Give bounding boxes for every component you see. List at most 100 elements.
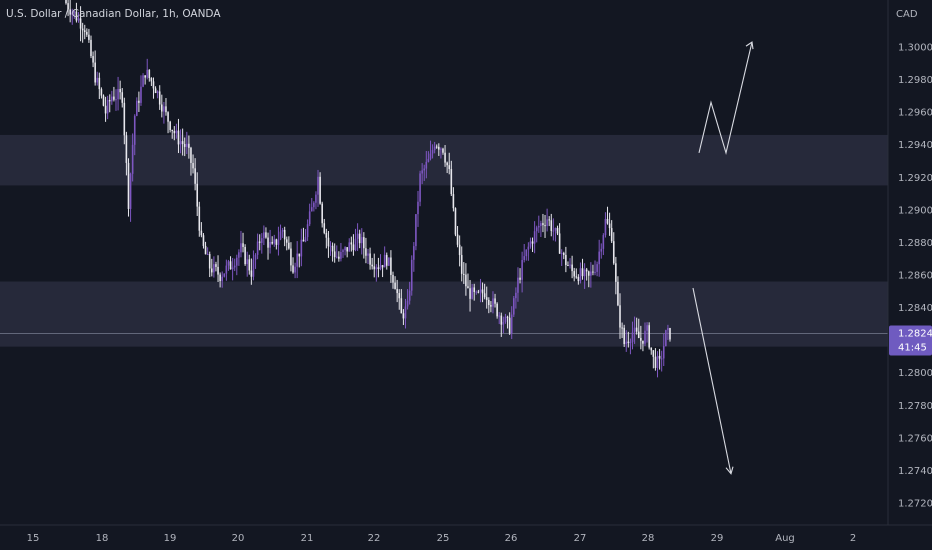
candle-body xyxy=(121,92,124,103)
candle-body xyxy=(581,268,584,277)
up-arrow-path xyxy=(698,41,753,155)
candle-body xyxy=(565,254,567,266)
candle-body xyxy=(490,305,492,307)
candle-body xyxy=(625,341,628,345)
candle-body xyxy=(150,78,153,82)
last-price-tag-background xyxy=(889,325,932,356)
candle-body xyxy=(410,259,413,291)
candle-body xyxy=(196,183,199,207)
last-price-tag[interactable]: 1.28241 41:45 xyxy=(889,325,932,356)
candle-body xyxy=(525,249,528,257)
price-tick-label: 1.28000 xyxy=(898,368,932,379)
candle-body xyxy=(662,346,665,359)
candle-body xyxy=(156,91,159,94)
candle-body xyxy=(454,208,457,235)
candle-body xyxy=(510,314,513,334)
candle-body xyxy=(446,162,448,166)
candle-body xyxy=(606,218,609,224)
candle-body xyxy=(296,253,298,267)
candle-body xyxy=(283,229,286,240)
candle-body xyxy=(425,161,428,169)
candle-body xyxy=(644,330,646,344)
candle-body xyxy=(94,62,96,83)
candle-body xyxy=(98,77,101,90)
candle-body xyxy=(348,242,351,252)
candle-body xyxy=(65,0,67,4)
candle-body xyxy=(329,245,332,247)
candle-body xyxy=(267,237,269,248)
candle-body xyxy=(483,293,486,298)
time-tick-label: 2 xyxy=(850,533,856,544)
candle-body xyxy=(540,223,542,227)
candle-body xyxy=(308,211,311,225)
candle-body xyxy=(190,147,192,163)
candle-body xyxy=(660,358,663,360)
candle-body xyxy=(594,271,596,273)
candle-body xyxy=(600,248,603,252)
candle-body xyxy=(250,270,253,277)
candle-body xyxy=(421,170,423,174)
candle-body xyxy=(396,289,398,294)
candle-body xyxy=(415,214,417,247)
candle-body xyxy=(481,289,484,294)
candle-body xyxy=(69,9,71,15)
candle-body xyxy=(531,241,534,244)
candle-body xyxy=(127,162,130,209)
candle-body xyxy=(621,327,623,329)
candle-body xyxy=(75,11,78,21)
candle-body xyxy=(363,237,365,249)
candle-body xyxy=(627,341,630,343)
candle-body xyxy=(656,355,659,368)
candle-body xyxy=(163,106,165,112)
candle-body xyxy=(298,253,301,257)
candle-body xyxy=(571,264,573,272)
candle-body xyxy=(81,28,84,31)
zones-layer xyxy=(0,134,888,347)
candle-body xyxy=(385,254,388,266)
candle-body xyxy=(177,130,180,145)
candle-body xyxy=(442,148,444,153)
candle-body xyxy=(125,135,128,163)
candle-body xyxy=(300,239,303,257)
candle-body xyxy=(294,266,296,273)
candle-body xyxy=(373,266,376,270)
candle-body xyxy=(477,291,480,293)
price-tick-label: 1.27200 xyxy=(898,499,932,510)
candle-body xyxy=(281,229,284,232)
price-tick-label: 1.30000 xyxy=(898,43,932,54)
time-tick-label: 19 xyxy=(164,533,177,544)
candle-body xyxy=(221,276,224,282)
candle-body xyxy=(213,264,215,273)
candle-body xyxy=(590,271,592,276)
candle-body xyxy=(233,265,236,268)
candle-body xyxy=(142,75,144,87)
candle-body xyxy=(271,241,273,244)
candle-body xyxy=(92,56,94,63)
price-axis[interactable]: 1.30000 1.29800 1.29600 1.29400 1.29200 1.290… xyxy=(898,43,932,510)
candle-body xyxy=(338,256,340,259)
candle-body xyxy=(144,75,146,78)
candle-body xyxy=(392,274,394,283)
candle-body xyxy=(404,306,407,319)
candle-body xyxy=(448,165,451,170)
candle-body xyxy=(583,269,586,277)
candle-body xyxy=(215,264,217,267)
time-axis[interactable]: 15 18 19 20 21 22 25 26 27 28 29 Aug 2 xyxy=(27,533,857,544)
candle-body xyxy=(408,290,411,301)
candle-body xyxy=(473,287,476,292)
candle-body xyxy=(506,316,509,318)
candle-body xyxy=(188,143,190,148)
last-price-value: 1.28241 xyxy=(898,328,932,339)
candle-body xyxy=(358,233,361,244)
candle-body xyxy=(179,141,182,145)
candle-body xyxy=(637,331,640,338)
down-arrow-head xyxy=(725,466,734,475)
candle-body xyxy=(148,69,151,79)
price-tick-label: 1.29600 xyxy=(898,108,932,119)
candle-body xyxy=(469,288,471,299)
candle-body xyxy=(629,341,632,343)
candle-body xyxy=(521,260,523,280)
candle-body xyxy=(240,243,242,253)
candle-body xyxy=(546,219,548,226)
